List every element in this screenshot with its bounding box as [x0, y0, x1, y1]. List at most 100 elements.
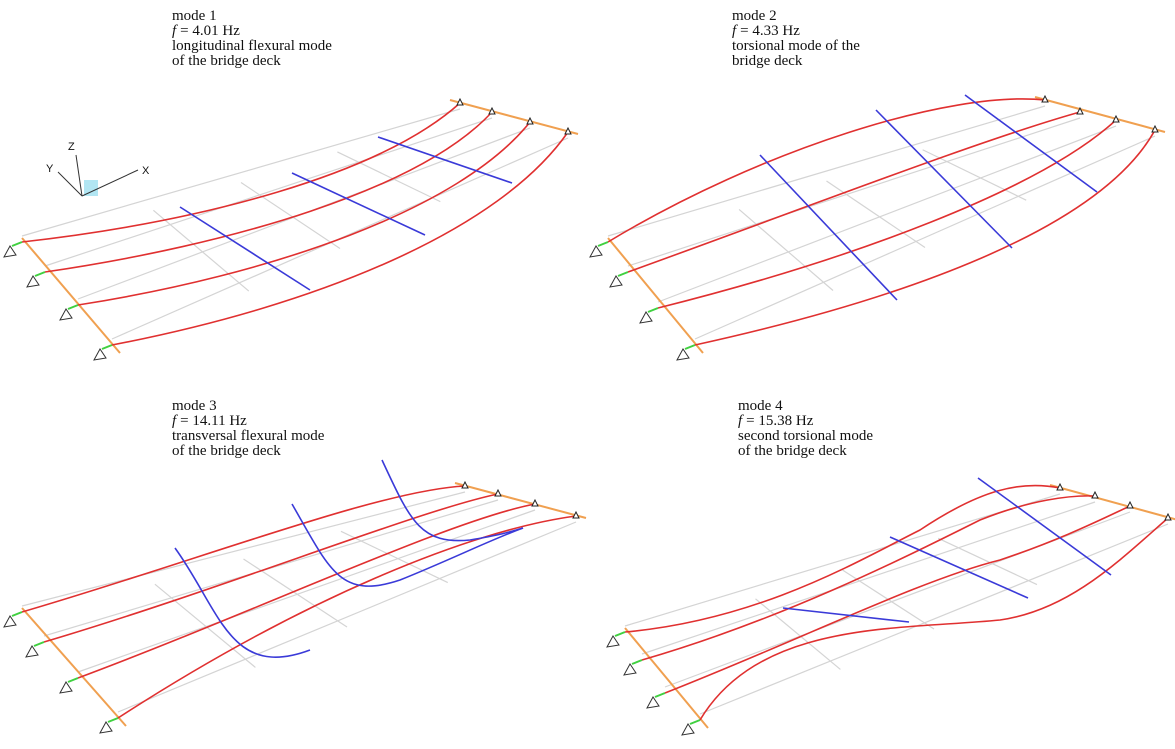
- deformed-girder: [657, 119, 1117, 309]
- support: [25, 645, 39, 658]
- support-link: [11, 611, 23, 617]
- support: [572, 510, 580, 519]
- axis-label: Y: [46, 163, 54, 175]
- undeformed-line: [826, 180, 926, 248]
- support-link: [101, 344, 113, 350]
- deformed-girder: [641, 495, 1096, 661]
- support: [676, 348, 690, 361]
- deformed-girder: [117, 515, 577, 719]
- frequency-symbol: f: [172, 23, 178, 39]
- support: [1041, 94, 1049, 103]
- frequency: f = 15.38 Hz: [738, 413, 814, 429]
- support: [456, 97, 464, 106]
- deformed-crossbeam: [174, 547, 311, 658]
- undeformed-line: [755, 598, 841, 670]
- support: [59, 681, 73, 694]
- undeformed-line: [937, 537, 1038, 586]
- support: [1164, 512, 1172, 521]
- undeformed-line: [154, 583, 256, 668]
- deformed-crossbeam: [291, 172, 426, 236]
- axis-z: [75, 154, 83, 197]
- frequency-value: = 4.33 Hz: [740, 23, 800, 39]
- undeformed-line: [117, 521, 577, 713]
- frequency-symbol: f: [738, 413, 744, 429]
- undeformed-line: [627, 117, 1081, 267]
- deformed-crossbeam: [977, 477, 1112, 576]
- mode-description: second torsional mode: [738, 428, 873, 444]
- support: [3, 245, 17, 258]
- support: [1056, 482, 1064, 491]
- axis-triad: Z Y X: [46, 141, 150, 197]
- frequency: f = 4.01 Hz: [172, 23, 240, 39]
- support: [1091, 490, 1099, 499]
- support: [26, 275, 40, 288]
- frequency-value: = 4.01 Hz: [180, 23, 240, 39]
- deformed-crossbeam: [875, 109, 1013, 249]
- deformed-girder: [664, 505, 1131, 694]
- support: [3, 615, 17, 628]
- support-link: [684, 344, 696, 350]
- undeformed-line: [641, 501, 1096, 655]
- deformed-girder: [694, 129, 1156, 346]
- axis-label: X: [142, 165, 150, 177]
- support: [99, 721, 113, 734]
- support-link: [67, 304, 79, 310]
- undeformed-line: [243, 558, 348, 628]
- undeformed-line: [240, 182, 341, 249]
- support: [1126, 500, 1134, 509]
- support: [589, 245, 603, 258]
- support-link: [654, 692, 666, 698]
- support: [1076, 106, 1084, 115]
- end-beam: [607, 237, 704, 354]
- mode-description: bridge deck: [732, 53, 803, 69]
- undeformed-line: [624, 493, 1061, 627]
- frequency-symbol: f: [172, 413, 178, 429]
- deformed-crossbeam: [179, 206, 311, 291]
- support: [623, 663, 637, 676]
- mode-title: mode 3: [172, 398, 217, 414]
- support-link: [11, 241, 23, 247]
- undeformed-line: [657, 125, 1117, 303]
- support: [1151, 124, 1159, 133]
- support-link: [67, 677, 79, 683]
- support-link: [107, 717, 119, 723]
- support-link: [34, 271, 46, 277]
- axis-x: [81, 169, 139, 197]
- end-beam: [21, 237, 121, 354]
- deformed-girder: [607, 98, 1046, 243]
- support-link: [647, 307, 659, 313]
- mode-description: longitudinal flexural mode: [172, 38, 332, 54]
- deformed-crossbeam: [291, 503, 524, 587]
- support-link: [617, 271, 629, 277]
- mode-description: of the bridge deck: [172, 53, 281, 69]
- deformed-crossbeam: [964, 94, 1098, 193]
- undeformed-line: [340, 530, 449, 584]
- deformed-girder: [699, 517, 1169, 721]
- undeformed-line: [699, 523, 1169, 715]
- support: [646, 696, 660, 709]
- deformed-girder: [77, 503, 536, 679]
- support: [639, 311, 653, 324]
- axis-y: [57, 171, 83, 197]
- undeformed-line: [922, 149, 1027, 201]
- mode-description: transversal flexural mode: [172, 428, 325, 444]
- support: [681, 723, 695, 736]
- support-link: [689, 719, 701, 725]
- undeformed-line: [21, 491, 466, 607]
- support: [564, 126, 572, 135]
- support: [531, 498, 539, 507]
- mode-title: mode 4: [738, 398, 783, 414]
- deformed-girder: [21, 102, 461, 243]
- frequency-value: = 15.38 Hz: [746, 413, 814, 429]
- frequency-symbol: f: [732, 23, 738, 39]
- deformed-crossbeam: [759, 154, 898, 301]
- end-beam: [454, 482, 587, 519]
- triad-box: [84, 180, 98, 196]
- end-beam: [624, 627, 709, 729]
- undeformed-line: [21, 108, 461, 237]
- support: [526, 116, 534, 125]
